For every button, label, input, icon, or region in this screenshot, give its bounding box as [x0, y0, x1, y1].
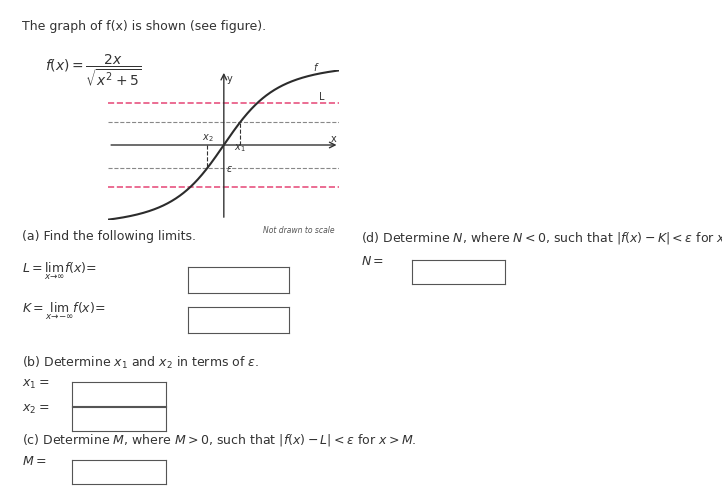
Text: $x_1 =$: $x_1 =$	[22, 378, 49, 390]
Text: (d) Determine $N$, where $N < 0$, such that $|f(x) - K| < \varepsilon$ for $x < : (d) Determine $N$, where $N < 0$, such t…	[361, 230, 722, 246]
Text: (b) Determine $x_1$ and $x_2$ in terms of $\varepsilon$.: (b) Determine $x_1$ and $x_2$ in terms o…	[22, 355, 258, 371]
Text: $x_2 =$: $x_2 =$	[22, 402, 49, 415]
Text: $x_1$: $x_1$	[235, 142, 246, 154]
Text: $L = \lim_{x \to \infty} f(x) =$: $L = \lim_{x \to \infty} f(x) =$	[22, 260, 97, 282]
Text: (c) Determine $M$, where $M > 0$, such that $|f(x) - L| < \varepsilon$ for $x > : (c) Determine $M$, where $M > 0$, such t…	[22, 432, 416, 448]
Text: x: x	[331, 134, 336, 143]
Text: $M =$: $M =$	[22, 455, 46, 468]
Text: $x_2$: $x_2$	[201, 132, 213, 144]
Text: The graph of f(x) is shown (see figure).: The graph of f(x) is shown (see figure).	[22, 20, 266, 33]
Text: f: f	[313, 62, 317, 72]
Text: Not drawn to scale: Not drawn to scale	[263, 226, 335, 235]
Text: L: L	[319, 92, 324, 102]
Text: $K = \lim_{x \to -\infty} f(x) =$: $K = \lim_{x \to -\infty} f(x) =$	[22, 300, 105, 322]
Text: (a) Find the following limits.: (a) Find the following limits.	[22, 230, 196, 243]
Text: $N =$: $N =$	[361, 255, 384, 268]
Text: $\varepsilon$: $\varepsilon$	[227, 164, 233, 174]
Text: y: y	[227, 74, 232, 84]
Text: $f(x) = \dfrac{2x}{\sqrt{x^2 + 5}}$: $f(x) = \dfrac{2x}{\sqrt{x^2 + 5}}$	[45, 52, 142, 88]
